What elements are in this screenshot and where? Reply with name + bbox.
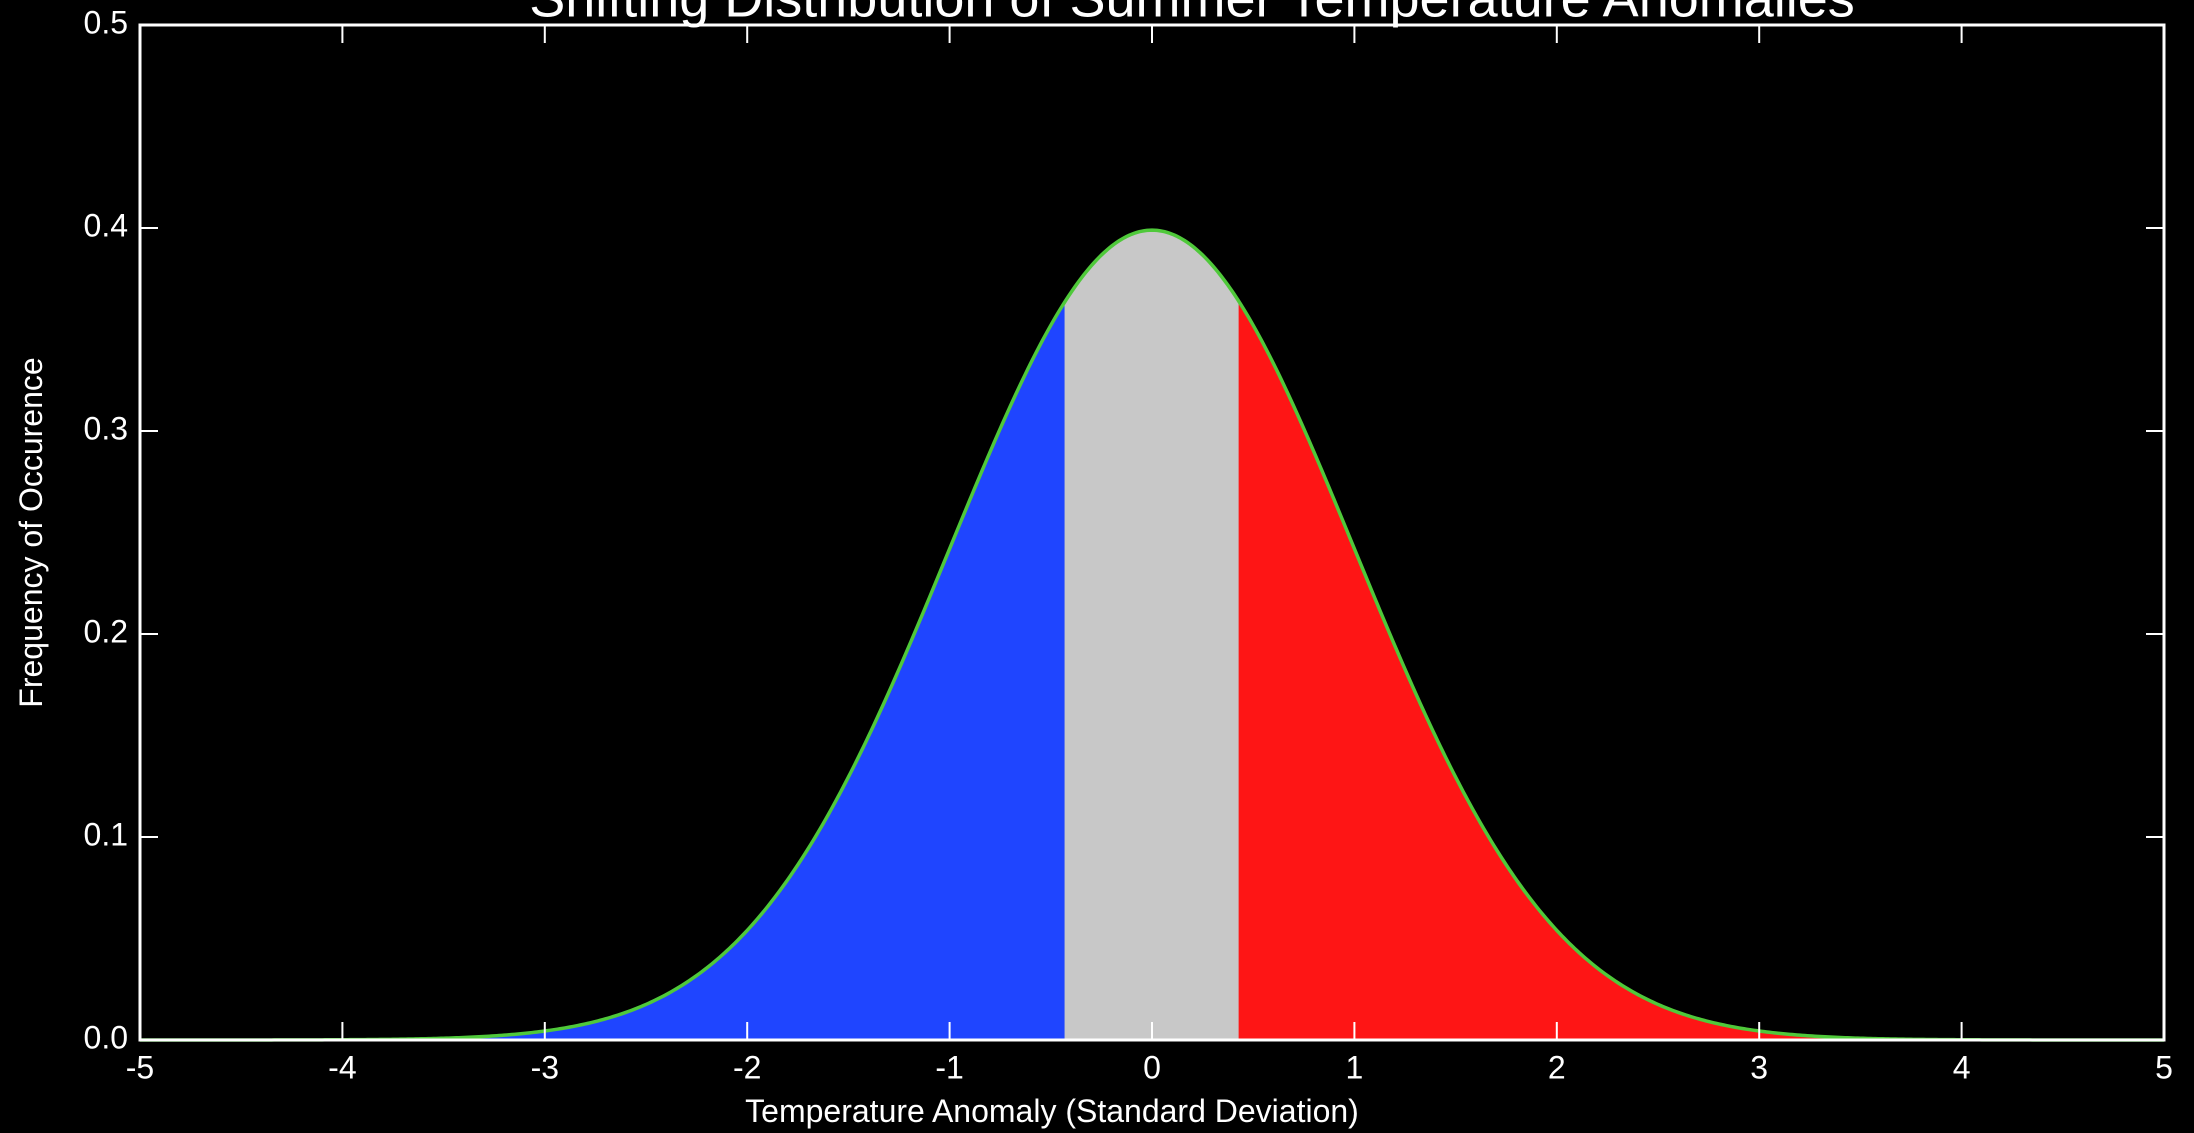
x-tick-label: 0 (1143, 1049, 1161, 1085)
ticks-layer: -5 -4 -3 -2 -1 0 1 2 3 4 5 0.0 0.1 0.2 0.3 0.4 0.5 (84, 4, 2173, 1085)
region-normal (1064, 229, 1240, 1041)
x-tick-label: -5 (126, 1049, 154, 1085)
distribution-curve (140, 228, 2164, 1042)
y-tick-label: 0.3 (84, 410, 128, 446)
y-tick-label: 0.4 (84, 207, 128, 243)
y-tick-label: 0.5 (84, 4, 128, 40)
x-tick-label: 5 (2155, 1049, 2173, 1085)
y-tick-label: 0.1 (84, 816, 128, 852)
y-axis-title: Frequency of Occurence (13, 357, 49, 707)
x-tick-label: 4 (1953, 1049, 1971, 1085)
region-cold (140, 300, 1066, 1041)
x-tick-label: -2 (733, 1049, 761, 1085)
x-tick-label: -4 (328, 1049, 356, 1085)
curve-layer (140, 228, 2164, 1042)
x-tick-label: -1 (935, 1049, 963, 1085)
x-tick-label: 2 (1548, 1049, 1566, 1085)
region-hot (1238, 300, 2164, 1041)
regions-layer (140, 229, 2164, 1041)
y-tick-label: 0.2 (84, 613, 128, 649)
x-tick-label: -3 (531, 1049, 559, 1085)
y-tick-label: 0.0 (84, 1019, 128, 1055)
x-tick-label: 1 (1346, 1049, 1364, 1085)
x-axis-title: Temperature Anomaly (Standard Deviation) (745, 1093, 1359, 1129)
x-tick-label: 3 (1750, 1049, 1768, 1085)
